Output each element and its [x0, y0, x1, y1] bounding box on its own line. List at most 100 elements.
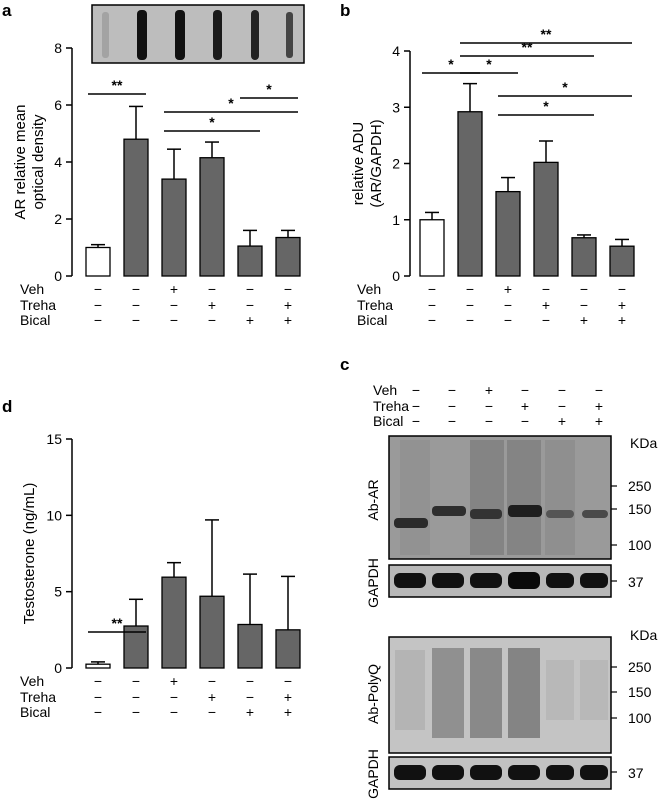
y-tick-label-d: 5: [54, 584, 62, 600]
panel-letter-c: c: [340, 355, 349, 374]
bar-a-5: [237, 245, 263, 277]
y-tick-label-a: 4: [54, 154, 62, 170]
panel-letter-b: b: [340, 1, 350, 20]
condition-symbol-d: +: [246, 704, 254, 720]
condition-label-b: Treha: [357, 297, 393, 313]
bar-b-4: [533, 161, 559, 277]
y-tick-label-b: 3: [392, 99, 400, 115]
condition-symbol-b: +: [618, 297, 626, 313]
condition-symbol-b: −: [580, 281, 588, 297]
y-axis-label-b: (AR/GAPDH): [368, 119, 385, 207]
bar-b-5: [571, 237, 597, 277]
condition-symbol-a: +: [208, 297, 216, 313]
condition-symbol-c: +: [558, 413, 566, 429]
y-tick-label-a: 0: [54, 268, 62, 284]
condition-symbol-d: −: [170, 704, 178, 720]
condition-symbol-c: −: [558, 382, 566, 398]
y-axis-label-a: AR relative mean: [12, 104, 29, 219]
y-axis-label-b: relative ADU: [350, 122, 367, 205]
y-tick-label-a: 2: [54, 211, 62, 227]
chart-d: 0 5 10 15 Testosterone (ng/mL) **: [21, 431, 301, 676]
polyq-marker-100: 100: [628, 710, 652, 726]
ab-ar-label: Ab-AR: [365, 479, 381, 520]
condition-symbol-b: −: [466, 312, 474, 328]
condition-symbol-b: +: [618, 312, 626, 328]
condition-symbol-d: −: [170, 689, 178, 705]
significance-label-b: **: [522, 39, 533, 55]
bar-a-4: [199, 157, 225, 277]
condition-table-c: Veh − − + − − −Treha − − − + − +Bical − − − − + +: [373, 382, 603, 429]
condition-symbol-d: −: [132, 673, 140, 689]
condition-symbol-a: −: [170, 312, 178, 328]
bar-a-3: [161, 178, 187, 277]
polyq-marker-150: 150: [628, 684, 652, 700]
condition-symbol-b: −: [428, 281, 436, 297]
condition-label-d: Veh: [20, 673, 44, 689]
significance-label-b: *: [486, 56, 492, 72]
condition-symbol-d: −: [284, 673, 292, 689]
condition-symbol-d: +: [208, 689, 216, 705]
bar-d-4: [199, 595, 225, 669]
condition-symbol-c: −: [448, 413, 456, 429]
condition-symbol-b: −: [618, 281, 626, 297]
condition-symbol-d: −: [132, 704, 140, 720]
condition-label-a: Treha: [20, 297, 56, 313]
y-tick-label-b: 2: [392, 156, 400, 172]
condition-symbol-d: −: [246, 673, 254, 689]
kda-unit-polyq: KDa: [630, 627, 657, 643]
condition-label-c: Treha: [373, 398, 409, 414]
gapdh-label-1: GAPDH: [365, 558, 381, 608]
significance-label-a: *: [209, 114, 215, 130]
condition-symbol-c: −: [558, 398, 566, 414]
condition-symbol-c: −: [448, 398, 456, 414]
polyq-marker-250: 250: [628, 659, 652, 675]
condition-symbol-c: +: [521, 398, 529, 414]
condition-table-a: Veh − − + − − −Treha − − − + − +Bical − − − − + +: [20, 281, 292, 328]
panel-letter-d: d: [2, 397, 12, 416]
condition-symbol-b: −: [504, 312, 512, 328]
significance-label-a: **: [112, 77, 123, 93]
significance-label-b: **: [541, 26, 552, 42]
condition-symbol-b: −: [542, 312, 550, 328]
condition-symbol-c: −: [595, 382, 603, 398]
condition-symbol-d: −: [208, 704, 216, 720]
ar-marker-250: 250: [628, 478, 652, 494]
condition-label-c: Bical: [373, 413, 403, 429]
condition-symbol-b: −: [466, 281, 474, 297]
gapdh-label-2: GAPDH: [365, 749, 381, 799]
ab-polyq-label: Ab-PolyQ: [365, 664, 381, 724]
condition-symbol-b: −: [428, 312, 436, 328]
significance-label-d: **: [112, 615, 123, 631]
condition-symbol-a: +: [246, 312, 254, 328]
condition-symbol-b: −: [580, 297, 588, 313]
condition-symbol-d: −: [94, 689, 102, 705]
condition-label-d: Treha: [20, 689, 56, 705]
condition-symbol-a: −: [246, 297, 254, 313]
y-axis-label-d: Testosterone (ng/mL): [21, 483, 38, 625]
ar-marker-150: 150: [628, 501, 652, 517]
condition-symbol-a: −: [208, 281, 216, 297]
bar-d-3: [161, 576, 187, 669]
slot-blot-image: [91, 4, 305, 64]
condition-symbol-c: +: [485, 382, 493, 398]
condition-symbol-c: −: [448, 382, 456, 398]
significance-label-b: *: [543, 98, 549, 114]
condition-symbol-b: −: [542, 281, 550, 297]
y-tick-label-d: 15: [46, 431, 62, 447]
condition-symbol-c: −: [521, 413, 529, 429]
condition-table-d: Veh − − + − − −Treha − − − + − +Bical − − − − + +: [20, 673, 292, 720]
condition-symbol-c: −: [485, 413, 493, 429]
condition-symbol-b: −: [504, 297, 512, 313]
condition-symbol-d: +: [284, 704, 292, 720]
bar-a-1: [85, 246, 111, 277]
condition-symbol-d: −: [246, 689, 254, 705]
y-tick-label-b: 1: [392, 212, 400, 228]
bar-d-2: [123, 625, 149, 669]
condition-symbol-c: +: [595, 398, 603, 414]
condition-symbol-b: −: [428, 297, 436, 313]
condition-table-b: Veh − − + − − −Treha − − − + − +Bical − − − − + +: [357, 281, 626, 328]
condition-label-a: Veh: [20, 281, 44, 297]
condition-symbol-c: −: [412, 382, 420, 398]
condition-symbol-a: −: [170, 297, 178, 313]
